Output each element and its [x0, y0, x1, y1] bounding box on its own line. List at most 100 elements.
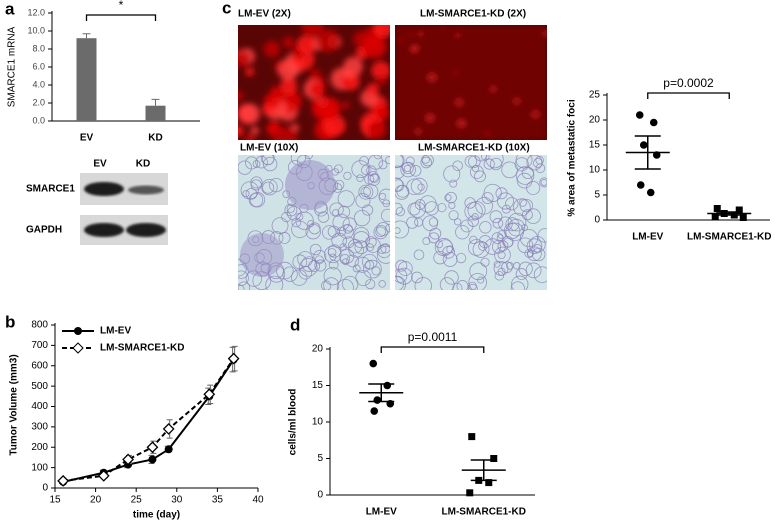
y-tick-label: 12.0 — [27, 7, 45, 17]
alveolus — [395, 227, 401, 235]
data-point — [639, 141, 648, 149]
marker — [203, 388, 216, 401]
alveolus — [291, 217, 302, 228]
alveolus — [255, 155, 268, 169]
marker — [227, 352, 240, 365]
alveolus — [437, 203, 447, 213]
y-tick-label: 0 — [594, 215, 600, 226]
x-axis-label: time (day) — [133, 510, 180, 521]
y-tick-label: 500 — [31, 381, 48, 392]
focus — [266, 93, 281, 108]
y-tick-label: 0 — [42, 483, 48, 494]
data-point — [383, 381, 392, 390]
y-tick-label: 15 — [312, 380, 324, 391]
focus — [513, 98, 520, 105]
alveolus — [356, 174, 364, 182]
glow — [395, 25, 547, 140]
data-point — [466, 489, 474, 497]
alveolus — [238, 284, 245, 290]
focus — [455, 33, 460, 38]
marker — [148, 455, 157, 464]
data-point — [649, 118, 658, 127]
focus — [376, 106, 390, 120]
alveolus — [323, 277, 340, 290]
alveolus — [497, 230, 507, 240]
series-line — [62, 358, 235, 482]
focus — [296, 35, 315, 54]
legend-marker — [72, 342, 84, 354]
marker — [122, 453, 134, 466]
alveolus — [505, 197, 519, 211]
alveolus — [395, 206, 405, 217]
alveolus — [395, 155, 405, 168]
alveolus — [409, 164, 422, 177]
y-axis-label: SMARCE1 mRNA — [7, 26, 18, 107]
focus — [377, 75, 387, 86]
alveolus — [308, 222, 321, 235]
focus — [490, 86, 496, 92]
focus — [245, 67, 255, 77]
alveolus — [481, 155, 490, 161]
focus — [273, 126, 298, 140]
alveolus — [448, 210, 459, 221]
x-tick-label: 35 — [212, 495, 224, 506]
alveolus — [414, 277, 432, 290]
alveolus — [337, 190, 355, 208]
focus — [457, 119, 466, 128]
alveolus — [428, 217, 439, 227]
focus — [343, 78, 350, 86]
panel-label: c — [222, 0, 231, 17]
alveolus — [313, 249, 327, 263]
alveolus — [456, 280, 469, 290]
alveolus — [342, 275, 359, 290]
alveolus — [469, 262, 488, 281]
focus — [368, 120, 387, 139]
focus — [455, 99, 463, 106]
alveolus — [309, 243, 322, 256]
alveolus — [455, 224, 470, 240]
alveolus — [424, 201, 439, 216]
alveolus — [362, 204, 374, 216]
focus — [250, 126, 259, 135]
alveolus — [492, 217, 504, 229]
data-point — [370, 407, 379, 415]
alveolus — [385, 223, 390, 233]
alveolus — [378, 188, 390, 205]
alveolus — [360, 165, 371, 175]
alveolus — [511, 275, 529, 290]
x-tick-label: LM-EV — [366, 507, 397, 518]
data-point — [636, 181, 645, 189]
alveolus — [537, 228, 547, 243]
western-blot: EV KD SMARCE1 GAPDH — [26, 159, 168, 245]
alveolus — [322, 225, 337, 240]
alveolus — [339, 248, 355, 264]
row-label: GAPDH — [26, 225, 62, 236]
alveolus — [413, 249, 425, 261]
alveolus — [502, 236, 514, 248]
alveolus — [323, 267, 342, 286]
alveolus — [479, 221, 492, 234]
alveolus — [385, 156, 390, 165]
alveolus — [336, 278, 354, 290]
alveolus — [295, 212, 304, 221]
alveolus — [406, 178, 423, 196]
alveolus — [474, 155, 487, 162]
legend-label: LM-SMARCE1-KD — [100, 343, 184, 354]
focus — [366, 83, 379, 96]
alveolus — [304, 155, 313, 160]
alveolus — [327, 248, 337, 257]
alveolus — [376, 245, 390, 264]
alveolus — [442, 245, 455, 259]
alveolus — [471, 213, 479, 221]
alveolus — [517, 237, 534, 254]
alveolus — [355, 270, 372, 287]
alveolus — [395, 275, 406, 290]
alveolus — [250, 179, 262, 191]
image-label: LM-SMARCE1-KD (10X) — [418, 143, 530, 154]
alveolus — [481, 192, 494, 204]
alveolus — [525, 208, 541, 224]
alveolus — [269, 177, 284, 193]
alveolus — [334, 164, 343, 174]
alveolus — [395, 177, 404, 192]
